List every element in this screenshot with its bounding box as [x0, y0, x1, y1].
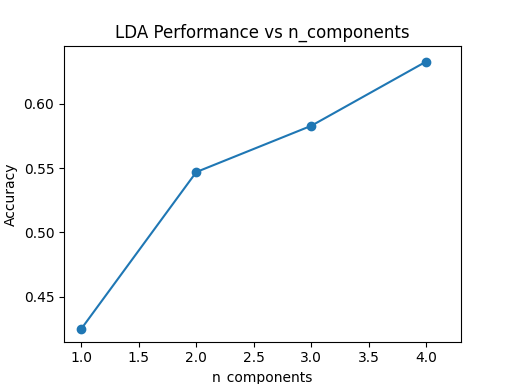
Y-axis label: Accuracy: Accuracy	[4, 162, 18, 226]
X-axis label: n_components: n_components	[212, 371, 313, 384]
Title: LDA Performance vs n_components: LDA Performance vs n_components	[115, 24, 410, 42]
